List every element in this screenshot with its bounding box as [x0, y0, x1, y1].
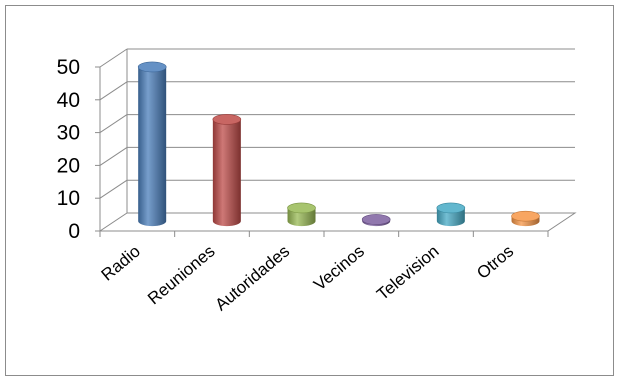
bar-top — [287, 202, 316, 214]
y-tick-label: 50 — [57, 56, 80, 79]
y-tick-label: 20 — [57, 154, 80, 177]
x-tick-label: Reuniones — [144, 242, 218, 309]
chart-walls — [98, 67, 577, 232]
bar-top — [212, 114, 242, 125]
bar-otros — [511, 210, 540, 227]
gridline-side — [99, 146, 128, 166]
bar-radio — [137, 61, 167, 227]
y-tick-label: 40 — [57, 89, 80, 112]
y-tick-label: 0 — [68, 220, 80, 243]
gridline-side — [99, 114, 128, 134]
bar-top — [361, 214, 391, 225]
x-tick-label: Vecinos — [310, 242, 368, 295]
x-tick-label: Otros — [473, 242, 517, 283]
bar-body — [212, 119, 241, 227]
bar-top — [511, 210, 540, 222]
bar-body — [138, 66, 167, 227]
gridlines — [99, 48, 575, 213]
bar-vecinos — [361, 214, 391, 227]
bar-top — [436, 202, 466, 214]
x-tick-label: Autoridades — [212, 242, 294, 315]
chart-floor — [98, 212, 577, 232]
bar-television — [436, 202, 466, 227]
y-tick-label: 10 — [57, 187, 80, 210]
chart-frame — [5, 5, 614, 376]
x-tick-label: Radio — [98, 242, 144, 285]
bars — [137, 61, 540, 227]
bar-reuniones — [212, 114, 242, 227]
gridline-side — [99, 48, 128, 68]
gridline-side — [99, 81, 128, 101]
axes — [95, 66, 549, 237]
y-tick-labels: 0 10 20 30 40 50 — [57, 56, 80, 243]
bar-top — [137, 61, 167, 73]
y-tick-label: 30 — [57, 122, 80, 145]
gridline-side — [99, 179, 128, 199]
bar-autoridades — [287, 202, 316, 227]
x-tick-label: Television — [373, 242, 442, 305]
